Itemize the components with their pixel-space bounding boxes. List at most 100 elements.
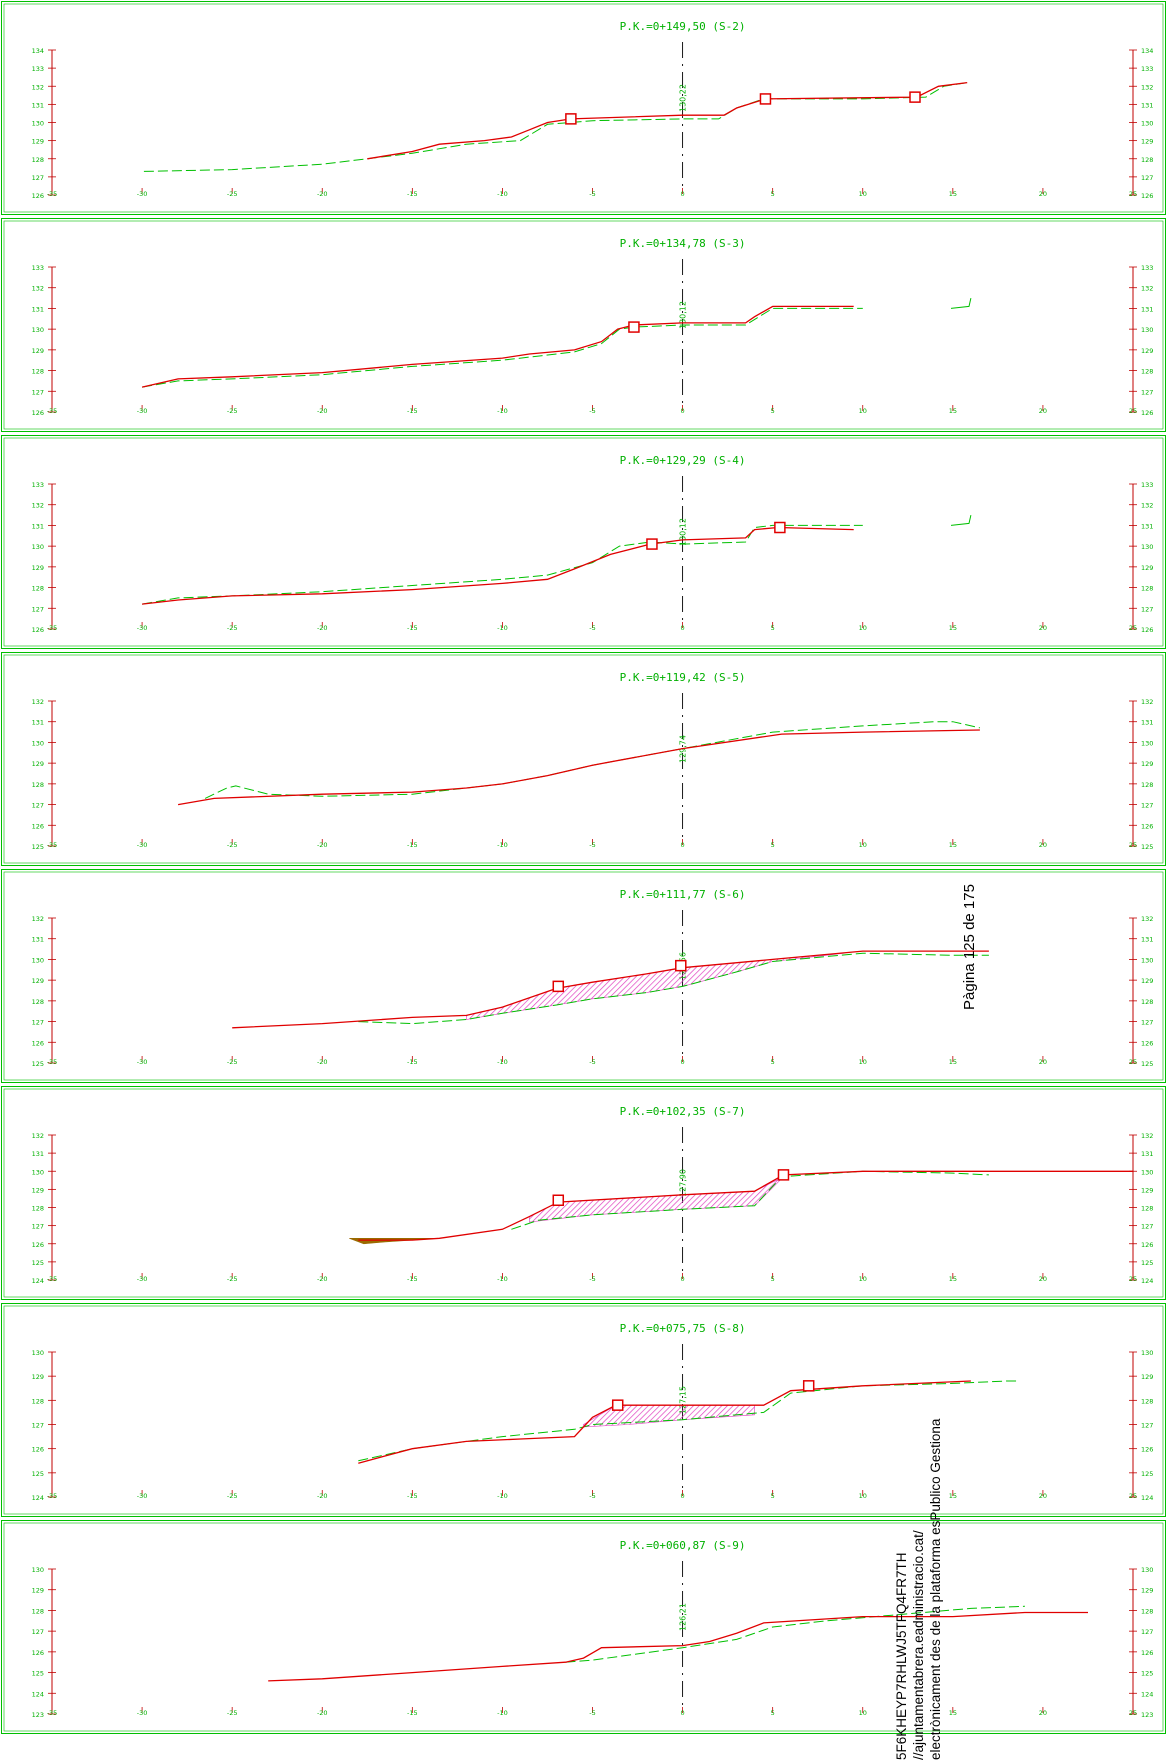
project-profile bbox=[268, 1611, 1088, 1682]
x-tick-label: 20 bbox=[1039, 1492, 1047, 1500]
x-tick-label: -10 bbox=[497, 190, 508, 198]
x-tick-label: 0 bbox=[681, 624, 685, 632]
section-frame bbox=[1, 1303, 1166, 1517]
y-tick-label-right: 127 bbox=[1141, 1019, 1153, 1027]
section-frame-inner bbox=[3, 1088, 1164, 1298]
x-tick-label: -15 bbox=[407, 190, 418, 198]
x-tick-label: -35 bbox=[47, 841, 58, 849]
section-frame-inner bbox=[3, 1522, 1164, 1732]
x-tick-label: -10 bbox=[497, 841, 508, 849]
section-title: P.K.=0+102,35 (S-7) bbox=[620, 1105, 746, 1118]
x-tick-label: -30 bbox=[137, 190, 148, 198]
y-tick-label-left: 131 bbox=[32, 1150, 44, 1158]
y-tick-label-right: 130 bbox=[1141, 1168, 1153, 1176]
section-panel-8: P.K.=0+060,87 (S-9) 123 123 124 124 125 125 126… bbox=[1, 1520, 1166, 1734]
x-tick-label: 0 bbox=[681, 1058, 685, 1066]
x-tick-label: 0 bbox=[681, 190, 685, 198]
section-frame bbox=[1, 218, 1166, 432]
y-tick-label-right: 129 bbox=[1141, 1373, 1153, 1381]
y-tick-label-left: 133 bbox=[32, 65, 44, 73]
x-tick-label: 5 bbox=[771, 1492, 775, 1500]
center-elevation-label: 126,21 bbox=[679, 1603, 688, 1631]
x-tick-label: 15 bbox=[949, 1058, 957, 1066]
x-tick-label: -35 bbox=[47, 624, 58, 632]
x-tick-label: 5 bbox=[771, 841, 775, 849]
x-tick-label: -20 bbox=[317, 841, 328, 849]
y-tick-label-right: 126 bbox=[1141, 626, 1153, 634]
section-panel-6: P.K.=0+102,35 (S-7) 124 124 125 125 126 126 127… bbox=[1, 1086, 1166, 1300]
section-frame-inner bbox=[3, 437, 1164, 647]
x-tick-label: 5 bbox=[771, 624, 775, 632]
y-tick-label-left: 129 bbox=[32, 977, 44, 985]
x-tick-label: 10 bbox=[859, 190, 867, 198]
section-title: P.K.=0+075,75 (S-8) bbox=[620, 1322, 746, 1335]
section-panel-1: P.K.=0+149,50 (S-2) 126 126 127 127 128 128 129… bbox=[1, 1, 1166, 215]
x-tick-label: -15 bbox=[407, 1058, 418, 1066]
x-tick-label: -35 bbox=[47, 407, 58, 415]
extra-segment bbox=[950, 514, 972, 526]
x-tick-label: -5 bbox=[589, 1709, 595, 1717]
project-profile bbox=[142, 526, 854, 605]
terrain-profile bbox=[143, 82, 968, 172]
y-tick-label-right: 126 bbox=[1141, 1039, 1153, 1047]
section-frame-inner bbox=[3, 1305, 1164, 1515]
terrain-profile bbox=[358, 952, 989, 1025]
y-tick-label-left: 131 bbox=[32, 936, 44, 944]
x-tick-label: -35 bbox=[47, 1275, 58, 1283]
cut-fill-area bbox=[466, 952, 845, 1020]
x-tick-label: -10 bbox=[497, 407, 508, 415]
y-tick-label-left: 129 bbox=[32, 138, 44, 146]
y-tick-label-left: 129 bbox=[32, 1373, 44, 1381]
cut-fill-area bbox=[529, 1176, 784, 1223]
y-tick-label-right: 132 bbox=[1141, 502, 1153, 510]
x-tick-label: 25 bbox=[1129, 407, 1137, 415]
section-title: P.K.=0+060,87 (S-9) bbox=[620, 1539, 746, 1552]
y-tick-label-right: 126 bbox=[1141, 1446, 1153, 1454]
x-tick-label: -25 bbox=[227, 624, 238, 632]
section-panel-4: P.K.=0+119,42 (S-5) 125 125 126 126 127 127 128… bbox=[1, 652, 1166, 866]
y-tick-label-right: 130 bbox=[1141, 543, 1153, 551]
terrain-profile bbox=[565, 1605, 1025, 1663]
x-tick-label: -5 bbox=[589, 1492, 595, 1500]
y-tick-label-right: 130 bbox=[1141, 326, 1153, 334]
y-tick-label-right: 125 bbox=[1141, 843, 1153, 851]
section-title: P.K.=0+134,78 (S-3) bbox=[620, 237, 746, 250]
x-tick-label: -35 bbox=[47, 190, 58, 198]
x-tick-label: -35 bbox=[47, 1709, 58, 1717]
y-tick-label-right: 130 bbox=[1141, 956, 1153, 964]
x-tick-label: -10 bbox=[497, 1492, 508, 1500]
y-tick-label-left: 128 bbox=[32, 1607, 44, 1615]
y-tick-label-left: 125 bbox=[32, 1259, 44, 1267]
x-tick-label: 20 bbox=[1039, 1058, 1047, 1066]
breakpoint-marker bbox=[552, 980, 565, 993]
x-tick-label: -20 bbox=[317, 1058, 328, 1066]
y-tick-label-left: 126 bbox=[32, 1241, 44, 1249]
y-tick-label-left: 130 bbox=[32, 1566, 44, 1574]
y-tick-label-left: 129 bbox=[32, 1587, 44, 1595]
section-frame bbox=[1, 1, 1166, 215]
x-tick-label: 10 bbox=[859, 1275, 867, 1283]
x-tick-label: -20 bbox=[317, 407, 328, 415]
y-tick-label-right: 133 bbox=[1141, 264, 1153, 272]
x-tick-label: -10 bbox=[497, 624, 508, 632]
section-frame bbox=[1, 1520, 1166, 1734]
breakpoint-marker bbox=[552, 1194, 565, 1206]
electronic-signature-stamp: 5F6KHEYP7RHLWJ5TFQ4FR7TH //ajuntamentabr… bbox=[893, 1340, 961, 1760]
y-tick-label-right: 127 bbox=[1141, 388, 1153, 396]
section-panel-5: P.K.=0+111,77 (S-6) 125 125 126 126 127 127 128… bbox=[1, 869, 1166, 1083]
project-profile bbox=[141, 305, 854, 388]
x-tick-label: 15 bbox=[949, 1492, 957, 1500]
y-tick-label-right: 131 bbox=[1141, 101, 1153, 109]
y-tick-label-left: 125 bbox=[32, 1470, 44, 1478]
x-tick-label: -20 bbox=[317, 624, 328, 632]
y-tick-label-left: 128 bbox=[32, 585, 44, 593]
section-panel-7: P.K.=0+075,75 (S-8) 124 124 125 125 126 126 127… bbox=[1, 1303, 1166, 1517]
x-tick-label: -5 bbox=[589, 407, 595, 415]
y-tick-label-right: 133 bbox=[1141, 481, 1153, 489]
section-frame-inner bbox=[3, 220, 1164, 430]
y-tick-label-right: 126 bbox=[1141, 1241, 1153, 1249]
y-tick-label-left: 134 bbox=[32, 47, 44, 55]
y-tick-label-left: 128 bbox=[32, 781, 44, 789]
terrain-profile bbox=[142, 524, 863, 605]
